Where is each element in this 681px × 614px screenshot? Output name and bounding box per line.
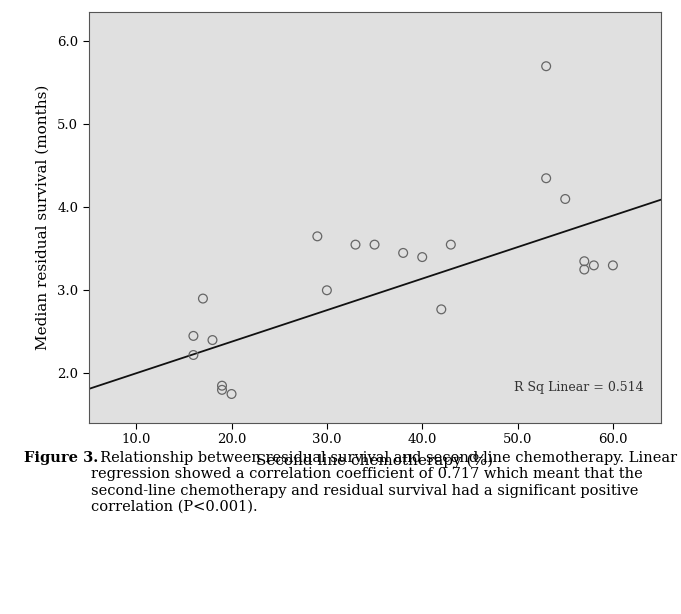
Text: Figure 3.: Figure 3. <box>24 451 98 465</box>
Text: R Sq Linear = 0.514: R Sq Linear = 0.514 <box>513 381 644 394</box>
X-axis label: Second line chemotherapy (%): Second line chemotherapy (%) <box>256 453 493 468</box>
Point <box>560 194 571 204</box>
Point <box>350 239 361 249</box>
Point <box>226 389 237 399</box>
Point <box>445 239 456 249</box>
Point <box>217 381 227 391</box>
Point <box>217 385 227 395</box>
Point <box>588 260 599 270</box>
Point <box>541 173 552 183</box>
Point <box>312 231 323 241</box>
Point <box>417 252 428 262</box>
Point <box>579 256 590 266</box>
Point <box>541 61 552 71</box>
Point <box>188 350 199 360</box>
Point <box>188 331 199 341</box>
Point <box>436 305 447 314</box>
Point <box>197 293 208 303</box>
Point <box>398 248 409 258</box>
Y-axis label: Median residual survival (months): Median residual survival (months) <box>36 85 50 351</box>
Point <box>321 286 332 295</box>
Text: Relationship between residual survival and second-line chemotherapy. Linear regr: Relationship between residual survival a… <box>91 451 677 514</box>
Point <box>607 260 618 270</box>
Point <box>579 265 590 274</box>
Point <box>369 239 380 249</box>
Point <box>207 335 218 345</box>
